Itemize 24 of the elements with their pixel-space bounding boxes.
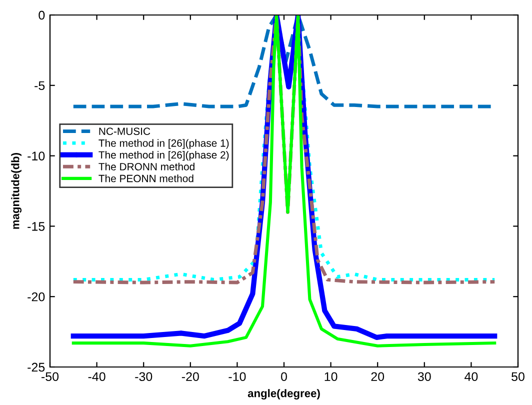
x-tick-label: -10 — [228, 372, 246, 382]
x-tick-label: 30 — [418, 372, 431, 382]
y-axis-title: magnitude(db) — [11, 152, 22, 229]
y-tick-label: -5 — [34, 81, 45, 90]
y-tick-label: -15 — [28, 222, 45, 231]
legend-label: The method in [26](phase 2) — [98, 150, 229, 161]
y-tick-label: -20 — [28, 292, 45, 302]
y-tick-label: 0 — [38, 10, 45, 20]
x-tick-label: 40 — [464, 372, 478, 382]
y-tick-label: -10 — [28, 152, 45, 160]
x-tick-label: 10 — [324, 372, 338, 382]
legend-label: The method in [26](phase 1) — [98, 139, 229, 149]
x-tick-label: -20 — [182, 372, 199, 382]
legend-label: The DRONN method — [98, 162, 194, 170]
x-tick-label: -50 — [42, 372, 59, 382]
x-axis-title: angle(degree) — [248, 389, 320, 400]
x-tick-label: -30 — [135, 372, 152, 382]
legend-label: The PEONN method — [98, 174, 194, 182]
x-tick-label: 50 — [512, 372, 524, 382]
x-tick-label: 0 — [281, 372, 287, 382]
y-tick-label: -25 — [28, 362, 45, 372]
x-tick-label: -40 — [88, 372, 106, 382]
x-tick-label: 20 — [371, 372, 384, 382]
legend-label: NC-MUSIC — [99, 128, 150, 136]
